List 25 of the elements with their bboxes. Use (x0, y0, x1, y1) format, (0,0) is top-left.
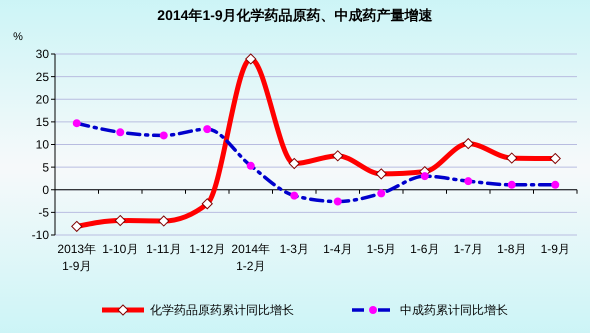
y-tick-label: 10 (36, 138, 50, 152)
y-tick-label: -10 (32, 228, 50, 242)
y-tick-label: 0 (42, 182, 50, 197)
chart-title: 2014年1-9月化学药品原药、中成药产量增速 (157, 7, 434, 23)
legend-label: 中成药累计同比增长 (400, 303, 508, 318)
x-tick-label: 1-3月 (280, 242, 309, 256)
x-tick-label: 1-7月 (454, 242, 483, 256)
x-tick-label: 1-5月 (366, 242, 396, 256)
x-tick-label: 2014年 1-2月 (231, 242, 270, 273)
x-tick-label: 1-9月 (540, 242, 570, 256)
legend-label: 化学药品原药累计同比增长 (150, 303, 294, 318)
y-tick-label: 25 (36, 70, 50, 84)
y-tick-label: 20 (36, 92, 50, 106)
x-tick-label: 1-6月 (410, 242, 440, 256)
x-tick-label: 1-12月 (189, 242, 226, 256)
x-tick-label: 2013年 1-9月 (57, 242, 96, 273)
x-tick-label: 1-4月 (323, 242, 352, 256)
y-tick-label: 30 (36, 47, 50, 62)
x-tick-label: 1-11月 (146, 242, 182, 256)
y-tick-label: 15 (36, 115, 50, 130)
y-tick-label: -5 (38, 206, 50, 220)
y-tick-label: 5 (42, 160, 50, 174)
y-axis-title: % (13, 31, 24, 43)
x-tick-label: 1-8月 (497, 242, 526, 256)
x-tick-label: 1-10月 (102, 242, 138, 256)
